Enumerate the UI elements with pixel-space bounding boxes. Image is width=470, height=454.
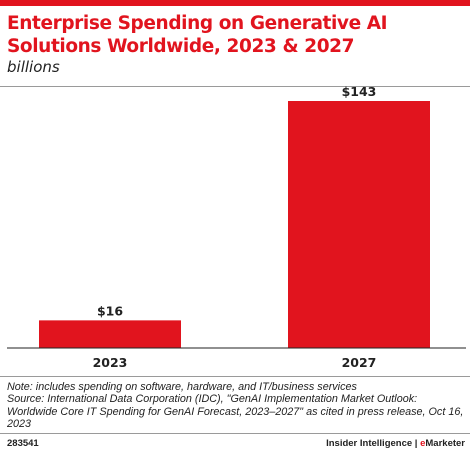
brand-prefix: Insider Intelligence | <box>326 438 421 449</box>
bars-group: $16 $143 <box>39 86 430 348</box>
x-tick-label-2023: 2023 <box>93 355 128 370</box>
brand-e: e <box>420 438 426 449</box>
footer-divider <box>0 433 470 434</box>
notes-block: Note: includes spending on software, har… <box>7 381 467 431</box>
brand-top-bar <box>0 0 470 6</box>
chart-id: 283541 <box>7 438 39 449</box>
bar-chart: $16 $143 2023 2027 <box>7 86 466 370</box>
brand-suffix: Marketer <box>425 438 465 449</box>
data-label-2027: $143 <box>342 86 377 99</box>
bottom-divider <box>0 376 470 377</box>
chart-title: Enterprise Spending on Generative AI Sol… <box>7 13 388 57</box>
note-text: Note: includes spending on software, har… <box>7 381 357 393</box>
brand-logo: Insider Intelligence | eMarketer <box>326 438 465 449</box>
x-tick-label-2027: 2027 <box>342 355 377 370</box>
source-text: Source: International Data Corporation (… <box>7 393 464 431</box>
bar-2023 <box>39 320 181 348</box>
x-tick-labels: 2023 2027 <box>93 355 377 370</box>
bar-2027 <box>288 101 430 348</box>
data-label-2023: $16 <box>97 303 123 318</box>
top-divider <box>0 86 470 87</box>
chart-subtitle: billions <box>7 58 60 76</box>
